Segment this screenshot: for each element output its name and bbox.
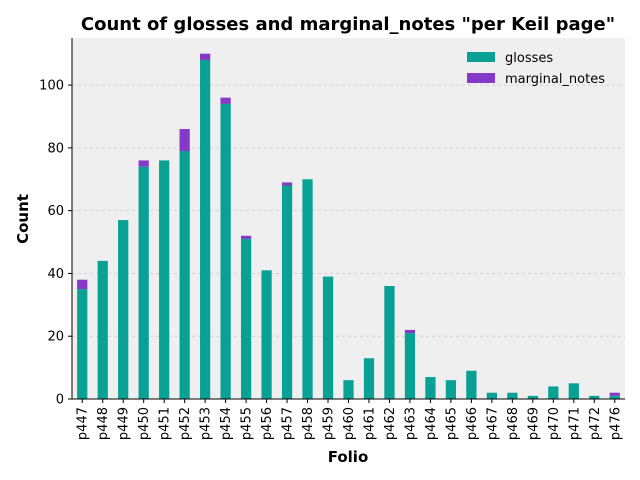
bar-marginal-notes-p452	[179, 129, 190, 152]
bar-glosses-p447	[77, 289, 88, 399]
bar-glosses-p471	[568, 383, 579, 399]
x-tick-label: p467	[485, 407, 500, 440]
legend-label-glosses: glosses	[505, 51, 553, 66]
x-tick-label: p464	[424, 407, 439, 440]
y-tick-label: 40	[47, 267, 64, 282]
x-tick-label: p466	[465, 407, 480, 440]
x-tick-label: p470	[547, 407, 562, 440]
y-tick-label: 0	[56, 393, 64, 408]
bar-glosses-p448	[97, 260, 108, 399]
bar-glosses-p451	[159, 160, 170, 399]
x-tick-label: p450	[137, 407, 152, 440]
bar-marginal-notes-p463	[404, 329, 416, 334]
bar-glosses-p464	[425, 377, 436, 399]
bar-glosses-p472	[589, 395, 600, 399]
bar-glosses-p452	[179, 151, 190, 399]
x-tick-label: p459	[322, 407, 337, 440]
bar-marginal-notes-p457	[281, 182, 293, 186]
x-tick-label: p476	[608, 407, 623, 440]
bar-marginal-notes-p447	[77, 279, 88, 290]
bar-glosses-p470	[548, 386, 559, 399]
x-tick-label: p454	[219, 407, 234, 440]
bar-glosses-p458	[302, 179, 313, 399]
bar-glosses-p454	[220, 103, 231, 399]
bar-glosses-p476	[609, 395, 620, 399]
bar-glosses-p450	[138, 166, 149, 399]
bar-glosses-p459	[322, 276, 334, 399]
x-ticks: p447 p448 p449 p450 p451 p452 p453 p454 p455 p456…	[76, 399, 623, 440]
x-tick-label: p451	[158, 407, 173, 440]
y-axis-label: Count	[14, 194, 32, 244]
legend: glosses marginal_notes	[467, 51, 605, 87]
x-tick-label: p453	[199, 407, 214, 440]
x-tick-label: p461	[362, 407, 377, 440]
bar-marginal-notes-p476	[609, 392, 620, 396]
bar-glosses-p453	[200, 59, 211, 400]
bar-glosses-p469	[527, 395, 538, 399]
x-tick-label: p460	[342, 407, 357, 440]
x-tick-label: p462	[383, 407, 398, 440]
chart-title: Count of glosses and marginal_notes "per…	[81, 14, 615, 35]
bar-marginal-notes-p450	[138, 160, 149, 167]
y-tick-label: 60	[47, 204, 64, 219]
y-tick-label: 100	[39, 79, 64, 94]
y-tick-label: 80	[47, 141, 64, 156]
x-tick-label: p471	[567, 407, 582, 440]
bars	[77, 53, 620, 400]
y-tick-label: 20	[47, 330, 64, 345]
bar-marginal-notes-p455	[240, 235, 252, 239]
x-tick-label: p447	[76, 407, 91, 440]
bar-glosses-p449	[118, 220, 129, 399]
x-tick-label: p456	[260, 407, 275, 440]
x-tick-label: p472	[588, 407, 603, 440]
x-axis-label: Folio	[328, 448, 369, 466]
x-tick-label: p468	[506, 407, 521, 440]
y-ticks: 0 20 40 60 80 100	[39, 79, 72, 408]
bar-glosses-p462	[384, 285, 395, 399]
x-tick-label: p458	[301, 407, 316, 440]
legend-label-marginal-notes: marginal_notes	[505, 72, 605, 87]
bar-glosses-p461	[363, 358, 375, 399]
x-tick-label: p448	[96, 407, 111, 440]
bar-glosses-p460	[343, 380, 354, 399]
x-tick-label: p449	[117, 407, 132, 440]
bar-marginal-notes-p453	[200, 53, 211, 60]
legend-swatch-glosses	[467, 52, 495, 62]
x-tick-label: p457	[281, 407, 296, 440]
x-tick-label: p469	[526, 407, 541, 440]
plot-area	[72, 38, 625, 399]
bar-glosses-p465	[445, 380, 457, 399]
x-tick-label: p465	[444, 407, 459, 440]
bar-glosses-p456	[261, 270, 272, 399]
bar-glosses-p455	[240, 238, 252, 399]
bar-glosses-p457	[281, 185, 293, 399]
legend-swatch-marginal-notes	[467, 73, 495, 83]
bar-marginal-notes-p454	[220, 97, 231, 104]
x-tick-label: p463	[403, 407, 418, 440]
bar-glosses-p466	[466, 370, 477, 399]
bar-glosses-p463	[404, 333, 416, 399]
x-tick-label: p452	[178, 407, 193, 440]
bar-glosses-p468	[507, 392, 518, 399]
bar-glosses-p467	[486, 392, 497, 399]
x-tick-label: p455	[240, 407, 255, 440]
